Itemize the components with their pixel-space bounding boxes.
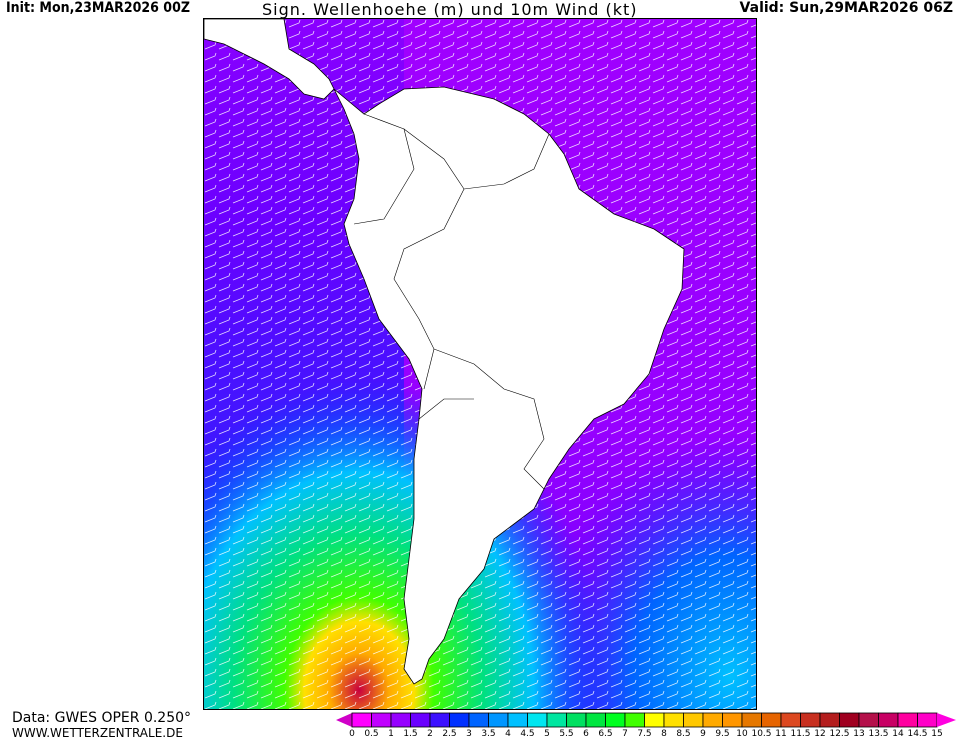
map-title: Sign. Wellenhoehe (m) und 10m Wind (kt) (262, 0, 638, 19)
colorbar-box (488, 712, 509, 728)
colorbar-tick-label: 2 (427, 729, 433, 739)
colorbar-tick-label: 1.5 (403, 729, 418, 739)
colorbar-box (371, 712, 392, 728)
colorbar-under-arrow (336, 713, 352, 727)
colorbar-box (644, 712, 665, 728)
colorbar-box (566, 712, 587, 728)
colorbar-tick-label: 0 (349, 729, 355, 739)
colorbar-tick-label: 12 (814, 729, 826, 739)
colorbar-tick-label: 13.5 (868, 729, 889, 739)
colorbar (336, 712, 956, 728)
colorbar-tick-label: 11 (775, 729, 787, 739)
colorbar-tick-label: 4 (505, 729, 511, 739)
colorbar-box (546, 712, 567, 728)
colorbar-box (741, 712, 762, 728)
colorbar-tick-label: 9.5 (715, 729, 730, 739)
colorbar-tick-label: 15 (931, 729, 943, 739)
colorbar-tick-label: 14.5 (907, 729, 928, 739)
colorbar-box (449, 712, 470, 728)
colorbar-tick-label: 2.5 (442, 729, 457, 739)
colorbar-box (605, 712, 626, 728)
init-time: Init: Mon,23MAR2026 00Z (6, 0, 190, 16)
colorbar-box (585, 712, 606, 728)
colorbar-tick-label: 10.5 (751, 729, 772, 739)
colorbar-tick-label: 9 (700, 729, 706, 739)
valid-time: Valid: Sun,29MAR2026 06Z (739, 0, 953, 16)
colorbar-box (858, 712, 879, 728)
colorbar-box (839, 712, 860, 728)
map-svg (204, 19, 756, 709)
colorbar-tick-label: 12.5 (829, 729, 850, 739)
colorbar-tick-label: 6 (583, 729, 589, 739)
colorbar-tick-label: 11.5 (790, 729, 811, 739)
colorbar-box (722, 712, 743, 728)
data-source: Data: GWES OPER 0.250° (12, 710, 192, 726)
central-america-land (204, 19, 335, 100)
colorbar-tick-label: 0.5 (364, 729, 379, 739)
colorbar-box (780, 712, 801, 728)
colorbar-box (819, 712, 840, 728)
colorbar-tick-label: 1 (388, 729, 394, 739)
colorbar-box (702, 712, 723, 728)
colorbar-box (761, 712, 782, 728)
colorbar-over-arrow (937, 713, 956, 727)
colorbar-tick-label: 14 (892, 729, 904, 739)
colorbar-box (351, 712, 372, 728)
colorbar-tick-label: 5.5 (559, 729, 574, 739)
colorbar-box (468, 712, 489, 728)
colorbar-box (800, 712, 821, 728)
south-america-land (333, 86, 685, 685)
colorbar-tick-label: 3 (466, 729, 472, 739)
colorbar-tick-label: 6.5 (598, 729, 613, 739)
colorbar-tick-label: 13 (853, 729, 865, 739)
colorbar-box (663, 712, 684, 728)
colorbar-tick-label: 7 (622, 729, 628, 739)
colorbar-box (507, 712, 528, 728)
colorbar-tick-label: 4.5 (520, 729, 535, 739)
colorbar-box (897, 712, 918, 728)
colorbar-tick-label: 8.5 (676, 729, 691, 739)
colorbar-box (429, 712, 450, 728)
colorbar-tick-label: 10 (736, 729, 748, 739)
colorbar-tick-label: 8 (661, 729, 667, 739)
colorbar-tick-label: 7.5 (637, 729, 652, 739)
colorbar-box (624, 712, 645, 728)
colorbar-tick-label: 3.5 (481, 729, 496, 739)
country-borders (353, 113, 550, 490)
colorbar-tick-label: 5 (544, 729, 550, 739)
colorbar-box (527, 712, 548, 728)
colorbar-box (683, 712, 704, 728)
colorbar-box (410, 712, 431, 728)
colorbar-box (917, 712, 938, 728)
website: WWW.WETTERZENTRALE.DE (12, 726, 183, 740)
colorbar-box (878, 712, 899, 728)
colorbar-ticks: 0 0.5 1 1.5 2 2.5 3 3.5 4 4.5 5 5.5 6 6.5 7 7.5 8 8.5 9 9.5… (349, 729, 943, 741)
colorbar-box (390, 712, 411, 728)
wave-height-map (203, 18, 757, 710)
